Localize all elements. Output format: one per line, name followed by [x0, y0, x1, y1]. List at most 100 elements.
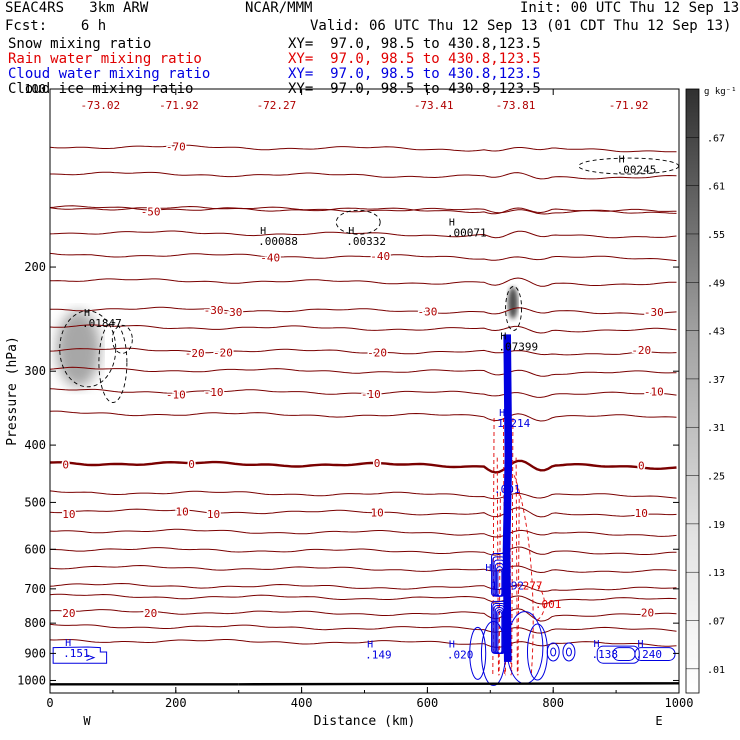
cloud-water-contour: [86, 654, 96, 661]
maximum-marker: H: [499, 408, 505, 419]
y-tick-label: 600: [24, 542, 46, 556]
cloud-water-contour: [480, 620, 506, 686]
maximum-marker: H: [260, 226, 266, 237]
maximum-marker: H: [449, 640, 455, 651]
init-time: Init: 00 UTC Thu 12 Sep 13: [520, 0, 740, 16]
temperature-min-label: -71.92: [609, 99, 649, 112]
isotherm-label: -20: [185, 347, 205, 360]
ice-contour: [98, 322, 128, 403]
ice-shading-core: [507, 286, 518, 319]
isotherm-line: [50, 546, 677, 556]
cloud-water-contour: [497, 611, 503, 654]
isotherm-label: 10: [175, 505, 188, 518]
isotherm-line: [49, 324, 677, 334]
rain-contour: [517, 491, 520, 676]
rain-contour: [511, 418, 514, 676]
maximum-marker: H: [638, 639, 644, 650]
isotherm-label: 0: [188, 458, 195, 471]
cloud-water-contour: [634, 647, 676, 661]
isotherm-line: [49, 347, 677, 356]
isotherm-label: -30: [644, 306, 664, 319]
field-xy-rain: XY= 97.0, 98.5 to 430.8,123.5: [288, 51, 541, 67]
cloud-water-contour: [506, 334, 511, 662]
maximum-value: .001: [535, 598, 562, 611]
maximum-marker: H: [485, 563, 491, 574]
colorbar-label: .01: [707, 665, 725, 676]
isotherm-label: -30: [417, 306, 437, 319]
isotherm-label: 0: [62, 458, 69, 471]
temperature-min-label: -72.27: [257, 99, 297, 112]
maximum-value: .00071: [447, 226, 487, 239]
y-tick-label: 900: [24, 646, 46, 660]
isotherm-line: [49, 528, 677, 538]
isotherm-line: [49, 277, 677, 287]
y-tick-label: 300: [24, 364, 46, 378]
colorbar: [685, 88, 700, 694]
temperature-min-label: -73.02: [80, 99, 120, 112]
forecast-hour: Fcst: 6 h: [5, 18, 107, 34]
isotherm-line: [49, 564, 677, 574]
y-tick-label: 1000: [17, 673, 46, 687]
isotherm-line: [49, 144, 677, 153]
colorbar-label: .43: [707, 327, 725, 338]
rain-contour: [498, 491, 501, 676]
isotherm-line: [49, 459, 677, 474]
isotherm-label: -50: [141, 205, 161, 218]
isotherm-label: -30: [204, 304, 224, 317]
colorbar-label: .13: [707, 568, 725, 579]
isotherm-line: [49, 205, 677, 215]
cloud-water-contour: [497, 569, 503, 597]
maximum-value: .00245: [617, 163, 657, 176]
rain-contour: [515, 457, 518, 676]
isotherm-line: [49, 582, 677, 592]
colorbar-label: .19: [707, 520, 725, 531]
isotherm-line: [49, 230, 677, 239]
cloud-water-contour: [546, 642, 560, 662]
isotherm-label: -10: [644, 385, 664, 398]
isotherm-label: 20: [144, 607, 157, 620]
isotherm-label: 10: [62, 508, 75, 521]
isotherm-label: 10: [370, 506, 383, 519]
isotherm-line: [49, 639, 677, 648]
terrain-line: [238, 682, 680, 686]
rain-contour: [537, 584, 545, 621]
maximum-marker: H: [84, 308, 90, 319]
maximum-value: .138: [592, 648, 619, 661]
colorbar-label: .61: [707, 182, 725, 193]
colorbar-label: .67: [707, 133, 725, 144]
isotherm-line: [49, 623, 677, 634]
temperature-min-label: -73.81: [496, 99, 536, 112]
ice-contour: [505, 286, 523, 331]
y-tick-label: 400: [24, 438, 46, 452]
ice-contour: [335, 209, 381, 235]
y-tick-label: 500: [24, 495, 46, 509]
cloud-water-contour: [526, 623, 548, 681]
x-tick-label: 200: [165, 696, 187, 710]
isotherm-line: [49, 608, 677, 622]
maximum-value: .001: [494, 483, 521, 496]
ice-contour: [59, 310, 117, 388]
maximum-value: .240: [636, 648, 663, 661]
field-name-cloud-water: Cloud water mixing ratio: [8, 66, 211, 82]
isotherm-line: [49, 593, 677, 605]
model-title: SEAC4RS 3km ARW: [5, 0, 149, 16]
field-xy-cloud-water: XY= 97.0, 98.5 to 430.8,123.5: [288, 66, 541, 82]
isotherm-label: -40: [260, 252, 280, 265]
cloud-water-contour: [469, 626, 487, 680]
ice-contour: [111, 324, 133, 354]
field-xy-snow: XY= 97.0, 98.5 to 430.8,123.5: [288, 36, 541, 52]
x-tick-label: 800: [542, 696, 564, 710]
maximum-value: .00332: [346, 235, 386, 248]
temperature-min-label: -73.41: [414, 99, 454, 112]
rain-contour: [513, 475, 534, 677]
isotherm-label: -40: [370, 250, 390, 263]
maximum-value: 1.392: [491, 580, 524, 593]
y-tick-label: 800: [24, 616, 46, 630]
colorbar-unit: g kg⁻¹: [704, 87, 737, 97]
temperature-min-label: -71.92: [159, 99, 199, 112]
x-tick-label: 0: [46, 696, 53, 710]
field-name-rain: Rain water mixing ratio: [8, 51, 202, 67]
isotherm-line: [49, 366, 677, 377]
y-tick-label: 100: [24, 82, 46, 96]
